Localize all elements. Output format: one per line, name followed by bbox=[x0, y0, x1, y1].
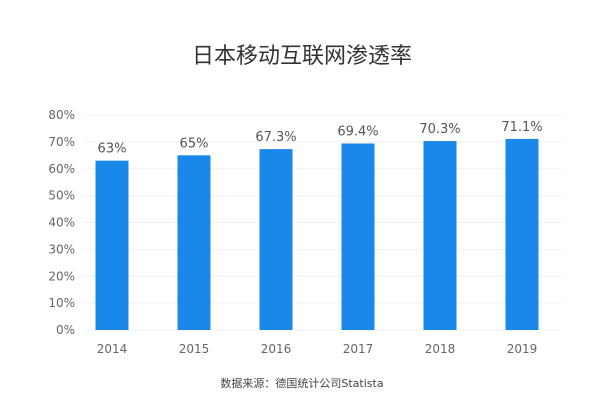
data-label: 63% bbox=[98, 142, 127, 157]
y-tick-label: 0% bbox=[56, 323, 75, 337]
y-tick-label: 50% bbox=[48, 189, 75, 203]
y-tick-label: 10% bbox=[48, 296, 75, 310]
bar bbox=[259, 149, 293, 330]
source-note: 数据来源：德国统计公司Statista bbox=[220, 377, 384, 390]
bar bbox=[423, 141, 457, 330]
y-tick-label: 70% bbox=[48, 135, 75, 149]
data-label: 71.1% bbox=[501, 120, 542, 135]
x-tick-label: 2016 bbox=[261, 342, 292, 356]
data-label: 67.3% bbox=[255, 130, 296, 145]
bar bbox=[95, 160, 129, 330]
data-label: 69.4% bbox=[337, 124, 378, 139]
y-tick-label: 80% bbox=[48, 108, 75, 122]
data-label: 65% bbox=[180, 136, 209, 151]
x-tick-label: 2019 bbox=[507, 342, 538, 356]
y-tick-label: 40% bbox=[48, 216, 75, 230]
x-tick-label: 2015 bbox=[179, 342, 210, 356]
data-label: 70.3% bbox=[419, 122, 460, 137]
x-tick-label: 2017 bbox=[343, 342, 374, 356]
x-tick-label: 2018 bbox=[425, 342, 456, 356]
x-tick-label: 2014 bbox=[97, 342, 128, 356]
y-tick-label: 20% bbox=[48, 269, 75, 283]
bar bbox=[341, 143, 375, 330]
y-tick-label: 60% bbox=[48, 162, 75, 176]
chart-title: 日本移动互联网渗透率 bbox=[191, 44, 412, 69]
bar bbox=[177, 155, 211, 330]
y-tick-label: 30% bbox=[48, 242, 75, 256]
bar bbox=[505, 138, 539, 330]
